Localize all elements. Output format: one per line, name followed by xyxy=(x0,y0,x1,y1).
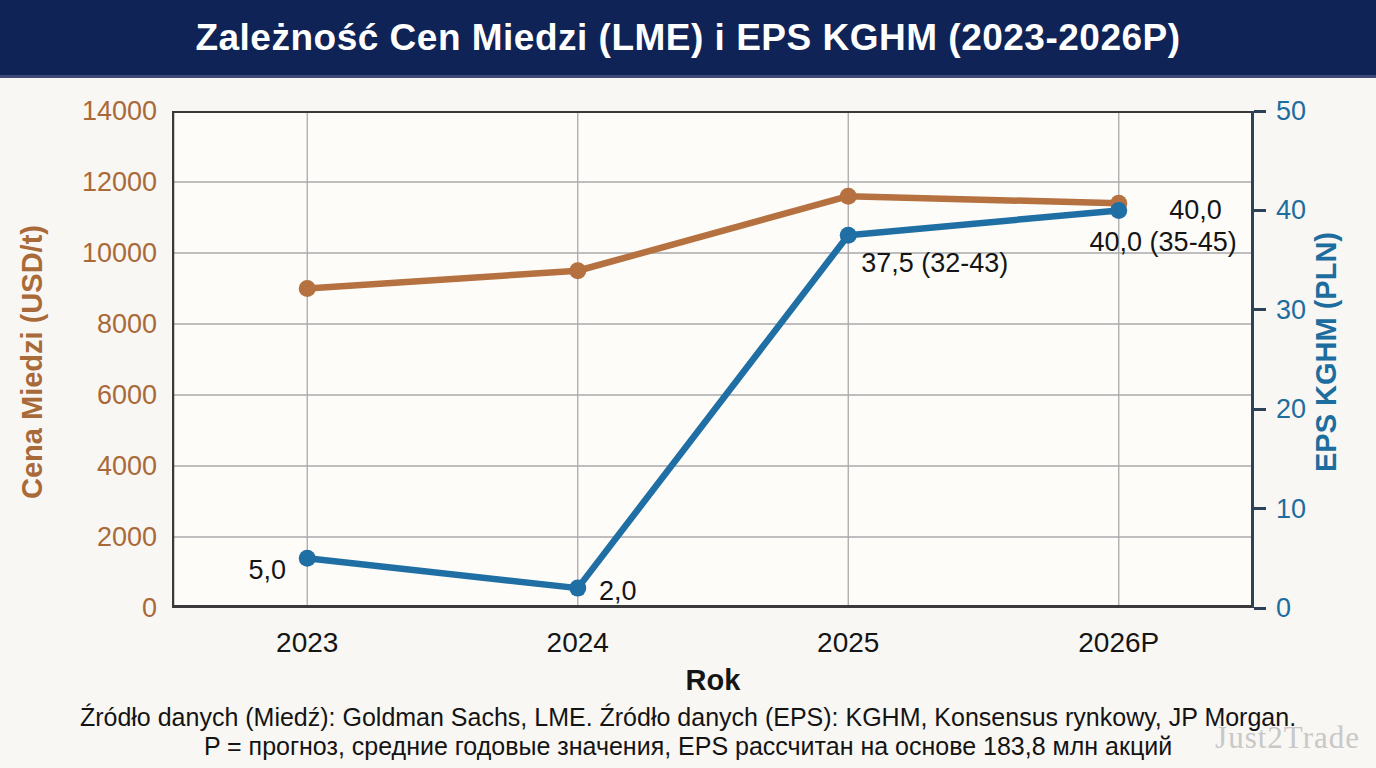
data-label: 2,0 xyxy=(599,576,637,607)
data-label: 40,0 (35-45) xyxy=(1090,227,1237,258)
data-point xyxy=(569,262,586,279)
chart-title: Zależność Cen Miedzi (LME) i EPS KGHM (2… xyxy=(195,17,1180,59)
right-axis-tick-label: 50 xyxy=(1276,96,1306,126)
footer-note-line: P = прогноз, средние годовые значения, E… xyxy=(0,732,1376,761)
data-label: 5,0 xyxy=(248,555,286,586)
data-point xyxy=(1110,202,1127,219)
x-axis-tick-label: 2024 xyxy=(547,627,609,659)
right-axis-tick-label: 20 xyxy=(1276,394,1306,424)
x-axis-title: Rok xyxy=(686,664,741,697)
x-axis-tick-label: 2026P xyxy=(1078,627,1159,659)
data-point xyxy=(299,280,316,297)
right-axis-tick-mark xyxy=(1254,507,1266,510)
footer: Źródło danych (Miedź): Goldman Sachs, LM… xyxy=(0,703,1376,761)
chart-canvas xyxy=(172,111,1254,608)
plot-area: 5,0 2,0 37,5 (32-43) 40,040,0 (35-45) xyxy=(172,111,1254,608)
right-axis-tick-mark xyxy=(1254,308,1266,311)
data-point xyxy=(840,227,857,244)
right-axis-tick-mark xyxy=(1254,607,1266,610)
right-axis-tick-label: 10 xyxy=(1276,494,1306,524)
right-axis-tick-label: 40 xyxy=(1276,195,1306,225)
data-label: 40,0 xyxy=(1169,194,1222,225)
data-label: 37,5 (32-43) xyxy=(861,248,1008,279)
right-axis-tick-mark xyxy=(1254,408,1266,411)
watermark: Just2Trade xyxy=(1215,720,1360,756)
chart-page: Zależność Cen Miedzi (LME) i EPS KGHM (2… xyxy=(0,0,1376,768)
right-axis-tick-label: 30 xyxy=(1276,295,1306,325)
left-axis-tick-label: 4000 xyxy=(27,451,157,481)
chart-title-bar: Zależność Cen Miedzi (LME) i EPS KGHM (2… xyxy=(0,0,1376,78)
footer-source-line: Źródło danych (Miedź): Goldman Sachs, LM… xyxy=(0,703,1376,732)
plot-background xyxy=(172,111,1254,608)
data-point xyxy=(840,188,857,205)
x-axis-tick-label: 2025 xyxy=(817,627,879,659)
right-axis-title: EPS KGHM (PLN) xyxy=(1310,232,1343,472)
data-point xyxy=(299,550,316,567)
right-axis-tick-label: 0 xyxy=(1276,593,1291,623)
right-axis-tick-mark xyxy=(1254,209,1266,212)
left-axis-tick-label: 8000 xyxy=(27,309,157,339)
right-axis-tick-mark xyxy=(1254,110,1266,113)
left-axis-tick-label: 12000 xyxy=(27,167,157,197)
left-axis-tick-label: 2000 xyxy=(27,522,157,552)
left-axis-tick-label: 0 xyxy=(27,593,157,623)
x-axis-tick-label: 2023 xyxy=(276,627,338,659)
left-axis-tick-label: 14000 xyxy=(27,96,157,126)
data-point xyxy=(569,580,586,597)
left-axis-tick-label: 6000 xyxy=(27,380,157,410)
left-axis-tick-label: 10000 xyxy=(27,238,157,268)
